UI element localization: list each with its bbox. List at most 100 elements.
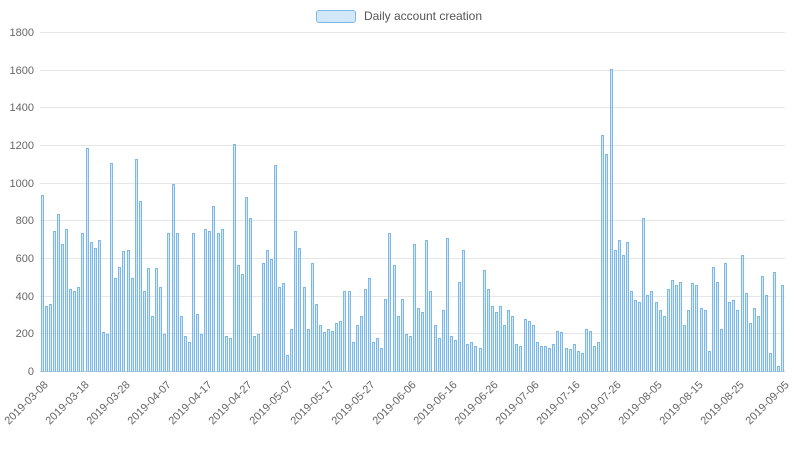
bar[interactable] [179, 315, 183, 372]
bar[interactable] [142, 291, 146, 372]
bar[interactable] [155, 268, 159, 372]
bar[interactable] [286, 355, 290, 372]
bar[interactable] [327, 328, 331, 372]
bar[interactable] [110, 162, 114, 372]
bar[interactable] [670, 279, 674, 372]
bar[interactable] [69, 289, 73, 372]
bar[interactable] [355, 324, 359, 372]
bar[interactable] [691, 283, 695, 372]
bar[interactable] [220, 228, 224, 372]
bar[interactable] [302, 287, 306, 372]
bar[interactable] [114, 277, 118, 372]
bar[interactable] [126, 249, 130, 372]
bar[interactable] [695, 285, 699, 372]
bar[interactable] [650, 291, 654, 372]
bar[interactable] [715, 281, 719, 372]
bar[interactable] [216, 232, 220, 372]
bar[interactable] [122, 251, 126, 372]
bar[interactable] [642, 217, 646, 372]
bar[interactable] [507, 309, 511, 372]
bar[interactable] [351, 341, 355, 372]
bar[interactable] [519, 345, 523, 372]
bar[interactable] [257, 334, 261, 372]
bar[interactable] [228, 338, 232, 372]
bar[interactable] [196, 313, 200, 372]
bar[interactable] [359, 315, 363, 372]
bar[interactable] [732, 300, 736, 372]
bar[interactable] [601, 134, 605, 372]
bar[interactable] [482, 270, 486, 372]
bar[interactable] [679, 281, 683, 372]
bar[interactable] [204, 228, 208, 372]
bar[interactable] [343, 291, 347, 372]
bar[interactable] [634, 300, 638, 372]
bar[interactable] [666, 289, 670, 372]
bar[interactable] [269, 259, 273, 372]
bar[interactable] [429, 291, 433, 372]
bar[interactable] [175, 232, 179, 372]
bar[interactable] [687, 309, 691, 372]
bar[interactable] [605, 153, 609, 372]
bar[interactable] [146, 268, 150, 372]
bar[interactable] [544, 345, 548, 372]
bar[interactable] [384, 298, 388, 372]
bar[interactable] [318, 324, 322, 372]
bar[interactable] [773, 272, 777, 372]
bar[interactable] [273, 164, 277, 372]
bar[interactable] [756, 315, 760, 372]
bar[interactable] [478, 347, 482, 372]
bar[interactable] [777, 366, 781, 372]
bar[interactable] [380, 347, 384, 372]
bar[interactable] [744, 292, 748, 372]
bar[interactable] [760, 275, 764, 372]
bar[interactable] [658, 309, 662, 372]
bar[interactable] [368, 277, 372, 372]
bar[interactable] [310, 262, 314, 372]
bar[interactable] [728, 302, 732, 372]
bar[interactable] [134, 159, 138, 372]
bar[interactable] [527, 321, 531, 372]
bar[interactable] [724, 262, 728, 372]
bar[interactable] [106, 334, 110, 372]
bar[interactable] [499, 306, 502, 372]
bar[interactable] [241, 274, 245, 372]
bar[interactable] [85, 147, 89, 372]
bar[interactable] [163, 334, 167, 372]
bar[interactable] [417, 307, 421, 372]
bar[interactable] [97, 240, 101, 372]
bar[interactable] [548, 347, 552, 372]
bar[interactable] [580, 353, 584, 372]
bar[interactable] [261, 262, 265, 372]
bar[interactable] [466, 343, 470, 372]
bar[interactable] [740, 255, 744, 372]
bar[interactable] [61, 243, 64, 372]
bar[interactable] [609, 68, 613, 372]
bar[interactable] [699, 307, 703, 372]
bar[interactable] [372, 341, 376, 372]
bar[interactable] [40, 194, 44, 372]
bar[interactable] [167, 232, 171, 372]
bar[interactable] [675, 285, 679, 372]
bar[interactable] [101, 332, 105, 372]
bar[interactable] [769, 353, 773, 372]
bar[interactable] [339, 321, 343, 372]
bar[interactable] [576, 351, 580, 372]
bar[interactable] [458, 281, 462, 372]
bar[interactable] [413, 243, 417, 372]
bar[interactable] [556, 330, 560, 372]
bar[interactable] [118, 266, 122, 372]
bar[interactable] [363, 289, 367, 372]
bar[interactable] [572, 343, 576, 372]
bar[interactable] [400, 298, 404, 372]
bar[interactable] [192, 232, 195, 372]
bar[interactable] [683, 324, 687, 372]
bar[interactable] [44, 306, 48, 372]
bar[interactable] [138, 200, 142, 372]
bar[interactable] [200, 334, 204, 372]
bar[interactable] [298, 247, 302, 372]
bar[interactable] [539, 345, 543, 372]
bar[interactable] [48, 304, 52, 372]
bar[interactable] [290, 328, 294, 372]
bar[interactable] [470, 341, 474, 372]
bar[interactable] [56, 213, 60, 372]
